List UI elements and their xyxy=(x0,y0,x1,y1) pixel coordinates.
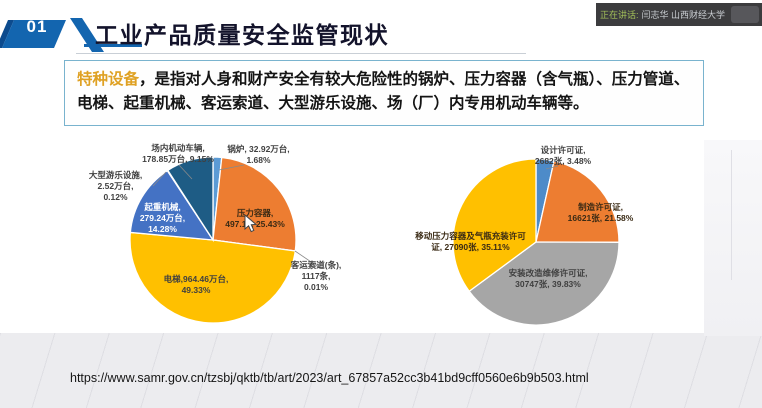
pie-data-label: 移动压力容器及气瓶充装许可 证, 27090张, 35.11% xyxy=(415,231,526,253)
pie-data-label: 锅炉, 32.92万台, 1.68% xyxy=(227,144,290,166)
pie-slices xyxy=(129,156,297,324)
pie-chart-equipment: 场内机动车辆, 178.85万台, 9.15% 锅炉, 32.92万台, 1.6… xyxy=(58,138,370,338)
pie-data-label: 制造许可证, 16621张, 21.58% xyxy=(567,202,634,224)
pie-data-label: 压力容器, 497.15, 25.43% xyxy=(225,208,285,230)
page-title: 工业产品质量安全监管现状 xyxy=(95,22,389,48)
speaking-indicator-bar: 正在讲话: 闫志华 山西财经大学 xyxy=(596,3,762,26)
pie-chart-licenses-svg xyxy=(452,158,620,326)
mouse-cursor-icon xyxy=(244,214,258,233)
title-underline xyxy=(76,53,526,54)
title-accent-line xyxy=(84,44,142,47)
pie-data-label: 起重机械, 279.24万台, 14.28% xyxy=(139,202,186,235)
right-hairline xyxy=(731,150,732,280)
definition-term: 特种设备 xyxy=(77,71,140,88)
pie-data-label: 客运索道(条), 1117条, 0.01% xyxy=(290,260,342,293)
definition-box: 特种设备，是指对人身和财产安全有较大危险性的锅炉、压力容器（含气瓶）、压力管道、… xyxy=(64,60,704,127)
pie-data-label: 设计许可证, 2682张, 3.48% xyxy=(534,145,592,167)
definition-text: ，是指对人身和财产安全有较大危险性的锅炉、压力容器（含气瓶）、压力管道、电梯、起… xyxy=(77,71,690,113)
section-number: 01 xyxy=(26,17,48,36)
pie-chart-licenses: 设计许可证, 2682张, 3.48% 制造许可证, 16621张, 21.58… xyxy=(388,138,718,338)
pie-slices xyxy=(452,158,620,326)
pie-data-label: 大型游乐设施, 2.52万台, 0.12% xyxy=(88,170,143,203)
bottom-texture-strip xyxy=(0,333,762,408)
leader-lines xyxy=(545,165,559,170)
pie-data-label: 安装改造维修许可证, 30747张, 39.83% xyxy=(508,268,588,290)
leader-lines xyxy=(152,164,321,269)
source-url: https://www.samr.gov.cn/tzsbj/qktb/tb/ar… xyxy=(70,371,589,385)
speaker-avatar xyxy=(731,6,759,23)
pie-data-label: 电梯,964.46万台, 49.33% xyxy=(163,274,229,296)
speaker-name: 闫志华 山西财经大学 xyxy=(641,10,726,20)
speaking-status-label: 正在讲话: xyxy=(600,10,639,20)
header-badge-graphic xyxy=(0,18,104,52)
right-texture-panel xyxy=(704,140,762,336)
pie-chart-equipment-svg xyxy=(129,156,321,324)
pie-data-label: 场内机动车辆, 178.85万台, 9.15% xyxy=(142,143,214,165)
